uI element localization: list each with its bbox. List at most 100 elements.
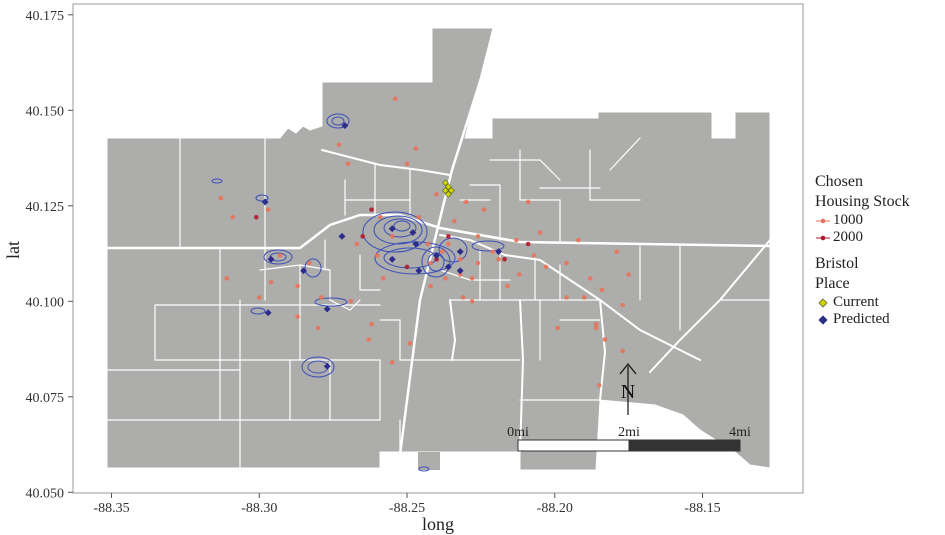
point-current <box>444 190 452 198</box>
minor-road <box>379 319 521 453</box>
density-contour <box>418 466 430 472</box>
point-1000 <box>425 241 430 247</box>
x-tick-label: -88.20 <box>537 501 573 516</box>
point-1000 <box>443 276 448 281</box>
north-arrow: N <box>619 363 637 415</box>
point-1000 <box>587 276 593 281</box>
point-1000 <box>295 314 300 319</box>
point-1000 <box>531 253 537 258</box>
point-1000 <box>348 299 354 304</box>
scale-label-4: 4mi <box>729 425 751 440</box>
point-1000 <box>446 241 451 247</box>
density-contour <box>301 356 335 378</box>
y-tick-label: 40.125 <box>26 200 65 215</box>
point-1000 <box>428 260 433 266</box>
point-1000 <box>434 192 439 197</box>
x-tick-label: -88.15 <box>684 501 720 516</box>
scale-bar: 0mi 2mi 4mi <box>507 425 751 452</box>
point-1000 <box>505 283 510 289</box>
density-contour <box>314 297 348 307</box>
point-1000 <box>428 283 433 289</box>
major-road <box>519 299 525 453</box>
point-predicted <box>456 248 464 256</box>
point-predicted <box>388 225 396 233</box>
scale-label-0: 0mi <box>507 425 529 440</box>
axes-layer: -88.35 -88.30 -88.25 -88.20 -88.15 40.175 40.1… <box>3 9 721 534</box>
density-contour <box>362 211 428 253</box>
minor-road <box>154 137 381 469</box>
point-1000 <box>354 241 360 247</box>
point-1000 <box>369 321 374 327</box>
point-predicted <box>409 229 417 236</box>
point-1000 <box>593 321 599 327</box>
point-1000 <box>451 218 457 224</box>
major-road <box>599 299 607 401</box>
density-contour <box>211 178 223 184</box>
point-1000 <box>620 302 626 308</box>
scale-label-2: 2mi <box>618 425 640 440</box>
point-1000 <box>366 337 371 342</box>
scale-bar-black-segment <box>628 439 741 452</box>
legend-housing-title-1: Chosen <box>815 173 863 190</box>
point-1000 <box>457 256 463 262</box>
point-1000 <box>392 96 398 102</box>
point-1000 <box>469 299 475 304</box>
point-1000 <box>496 256 501 262</box>
x-tick-label: -88.30 <box>241 501 277 516</box>
point-predicted <box>433 252 440 259</box>
point-1000 <box>537 230 543 235</box>
point-1000 <box>389 360 395 365</box>
point-1000 <box>389 234 395 239</box>
point-current <box>441 179 449 187</box>
point-2000 <box>502 256 507 262</box>
point-1000 <box>475 260 481 266</box>
point-1000 <box>404 161 410 167</box>
point-1000 <box>593 325 599 331</box>
minor-road <box>324 164 411 291</box>
y-tick-label: 40.150 <box>26 104 65 119</box>
point-1000 <box>602 337 608 342</box>
legend-key-1000 <box>815 212 831 229</box>
point-predicted <box>267 255 275 263</box>
scale-bar-white-segment <box>517 439 630 452</box>
density-contour <box>438 237 468 263</box>
north-arrow-shaft <box>619 363 637 415</box>
legend-item-predicted: Predicted <box>815 311 910 328</box>
density-contour <box>255 194 269 202</box>
point-1000 <box>457 272 463 277</box>
point-predicted <box>495 248 503 256</box>
point-1000 <box>256 295 262 300</box>
point-2000 <box>369 207 374 212</box>
y-axis-label: lat <box>3 241 23 259</box>
point-predicted <box>412 240 420 248</box>
point-1000 <box>345 161 351 167</box>
legend-place-title-2: Place <box>815 275 850 292</box>
density-contour <box>383 218 417 238</box>
x-axis-label: long <box>422 514 454 534</box>
density-contour <box>263 249 293 265</box>
point-predicted <box>323 362 331 370</box>
point-1000 <box>490 249 495 254</box>
density-contour <box>471 240 505 252</box>
point-1000 <box>268 279 274 285</box>
point-1000 <box>307 260 312 266</box>
legend-label-current: Current <box>833 294 879 310</box>
point-2000 <box>404 264 410 270</box>
legend-label-2000: 2000 <box>833 229 863 245</box>
legend-key-current <box>815 294 831 311</box>
minor-road <box>489 137 641 243</box>
minor-road <box>519 299 601 401</box>
point-1000 <box>375 253 380 258</box>
point-1000 <box>626 272 631 277</box>
minor-road <box>439 249 601 301</box>
minor-road <box>639 245 771 331</box>
point-2000 <box>525 241 531 247</box>
point-1000 <box>516 272 522 277</box>
point-predicted <box>300 267 307 275</box>
point-predicted <box>388 255 396 263</box>
point-1000 <box>614 249 620 254</box>
density-contour <box>393 220 411 232</box>
point-1000 <box>265 207 271 212</box>
legend-key-predicted <box>815 311 831 328</box>
